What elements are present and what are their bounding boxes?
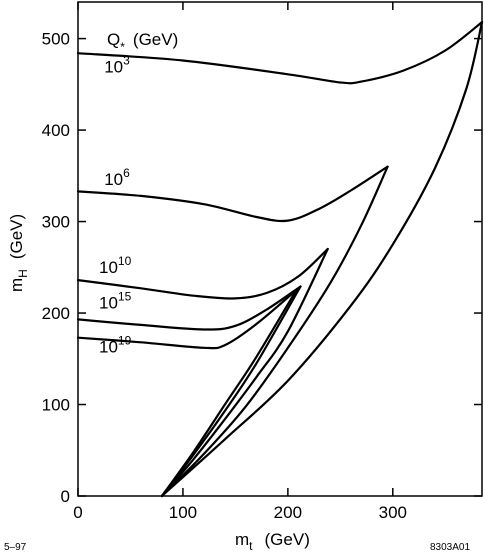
x-tick-label-0: 0 <box>73 503 82 522</box>
plot-frame <box>77 1 483 497</box>
footnote-left: 5–97 <box>4 542 27 553</box>
y-tick-label-1: 100 <box>42 396 70 415</box>
series-3-label: 1015 <box>99 290 132 313</box>
legend-title: Q* (GeV) <box>107 30 178 54</box>
series-4-label: 1019 <box>99 333 132 356</box>
series-4-lower-curve <box>160 289 298 498</box>
series-2-upper-curve <box>76 247 329 300</box>
x-tick-label-2: 200 <box>274 503 302 522</box>
series-0-label: 103 <box>104 53 130 76</box>
series-4-upper-curve <box>76 289 298 350</box>
series-2-label: 1010 <box>99 254 132 277</box>
y-tick-label-2: 200 <box>42 304 70 323</box>
series-0-lower-curve <box>160 21 484 498</box>
ticks-group: 0 100 200 300 0 100 200 300 400 500 <box>42 2 482 522</box>
series-3-lower-curve <box>160 285 302 498</box>
curves-group <box>76 21 484 498</box>
y-tick-label-4: 400 <box>42 121 70 140</box>
series-1-label: 106 <box>104 166 130 189</box>
series-3-upper-curve <box>76 285 302 331</box>
y-tick-label-0: 0 <box>61 487 70 506</box>
series-1-lower-curve <box>160 165 389 498</box>
x-tick-label-1: 100 <box>169 503 197 522</box>
series-2-lower-curve <box>160 247 329 498</box>
y-axis-label: mH(GeV) <box>7 214 30 292</box>
series-1-upper-curve <box>76 165 389 223</box>
series-0-upper-curve <box>76 21 484 85</box>
labels-group: 103 106 1010 1015 1019 <box>99 53 132 356</box>
footnote-right: 8303A01 <box>430 542 470 553</box>
x-axis-label: mt (GeV) <box>235 530 310 553</box>
y-tick-label-3: 300 <box>42 213 70 232</box>
y-tick-label-5: 500 <box>42 30 70 49</box>
x-tick-label-3: 300 <box>379 503 407 522</box>
